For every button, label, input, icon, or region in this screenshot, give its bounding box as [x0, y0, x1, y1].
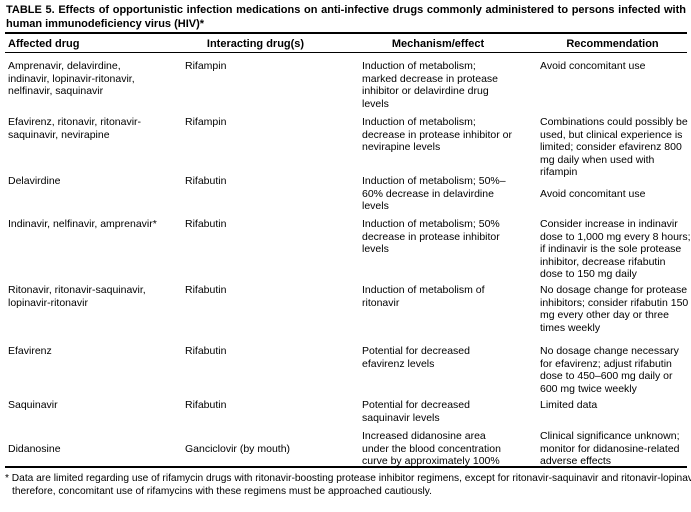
cell-affected-drug: Indinavir, nelfinavir, amprenavir*: [8, 218, 157, 230]
cell-mechanism: Potential for decreased saquinavir level…: [362, 399, 470, 424]
cell-recommendation: Consider increase in indinavir dose to 1…: [540, 218, 691, 280]
table-row: Delavirdine Rifabutin Induction of metab…: [8, 175, 687, 213]
cell-recommendation: Avoid concomitant use: [540, 187, 646, 200]
table-row: Ritonavir, ritonavir-saquinavir, lopinav…: [8, 284, 689, 334]
rule-above-footnote: [5, 466, 687, 468]
cell-affected-drug: Amprenavir, delavirdine, indinavir, lopi…: [8, 60, 135, 97]
cell-interacting-drug: Ganciclovir (by mouth): [185, 442, 291, 455]
table-row: Didanosine Ganciclovir (by mouth) Increa…: [8, 430, 687, 468]
cell-recommendation: No dosage change for protease inhibitors…: [540, 284, 689, 334]
cell-affected-drug: Efavirenz, ritonavir, ritonavir- saquina…: [8, 116, 142, 141]
table-row: Indinavir, nelfinavir, amprenavir* Rifab…: [8, 218, 691, 281]
table-header-row: Affected drug Interacting drug(s) Mechan…: [8, 38, 687, 51]
column-header-interacting-drug: Interacting drug(s): [206, 38, 305, 50]
cell-affected-drug: Efavirenz: [8, 345, 52, 357]
cell-recommendation: Limited data: [540, 399, 598, 411]
cell-interacting-drug: Rifabutin: [185, 218, 227, 230]
cell-interacting-drug: Rifabutin: [185, 175, 227, 187]
cell-mechanism: Induction of metabolism; 50%– 60% decrea…: [362, 175, 506, 212]
cell-mechanism: Induction of metabolism of ritonavir: [362, 284, 485, 309]
rule-under-header: [5, 52, 687, 53]
column-header-mechanism-effect: Mechanism/effect: [391, 38, 485, 50]
cell-affected-drug: Delavirdine: [8, 175, 61, 187]
table-row: Amprenavir, delavirdine, indinavir, lopi…: [8, 60, 687, 110]
cell-mechanism: Induction of metabolism; decrease in pro…: [362, 116, 513, 153]
cell-interacting-drug: Rifampin: [185, 60, 227, 72]
cell-affected-drug: Ritonavir, ritonavir-saquinavir, lopinav…: [8, 284, 146, 309]
cell-interacting-drug: Rifabutin: [185, 345, 227, 357]
cell-mechanism: Induction of metabolism; marked decrease…: [362, 60, 498, 110]
footnote: * Data are limited regarding use of rifa…: [5, 473, 691, 497]
table-row: Saquinavir Rifabutin Potential for decre…: [8, 399, 687, 424]
cell-recommendation: Avoid concomitant use: [540, 60, 646, 72]
table-row: Efavirenz Rifabutin Potential for decrea…: [8, 345, 687, 395]
cell-affected-drug: Saquinavir: [8, 399, 58, 411]
cell-recommendation: Clinical significance unknown; monitor f…: [540, 430, 680, 467]
column-header-recommendation: Recommendation: [566, 38, 659, 50]
cell-recommendation: No dosage change necessary for efavirenz…: [540, 345, 679, 395]
cell-interacting-drug: Rifampin: [185, 116, 227, 128]
table-title: TABLE 5. Effects of opportunistic infect…: [6, 4, 686, 30]
cell-interacting-drug: Rifabutin: [185, 284, 227, 296]
cell-affected-drug: Didanosine: [8, 442, 61, 455]
cell-mechanism: Induction of metabolism; 50% decrease in…: [362, 218, 500, 255]
cell-mechanism: Increased didanosine area under the bloo…: [362, 430, 501, 467]
column-header-affected-drug: Affected drug: [8, 38, 80, 50]
rule-under-title: [5, 32, 687, 34]
table-row: Efavirenz, ritonavir, ritonavir- saquina…: [8, 116, 688, 179]
cell-mechanism: Potential for decreased efavirenz levels: [362, 345, 470, 370]
cell-interacting-drug: Rifabutin: [185, 399, 227, 411]
cell-recommendation: Combinations could possibly be used, but…: [540, 116, 688, 178]
